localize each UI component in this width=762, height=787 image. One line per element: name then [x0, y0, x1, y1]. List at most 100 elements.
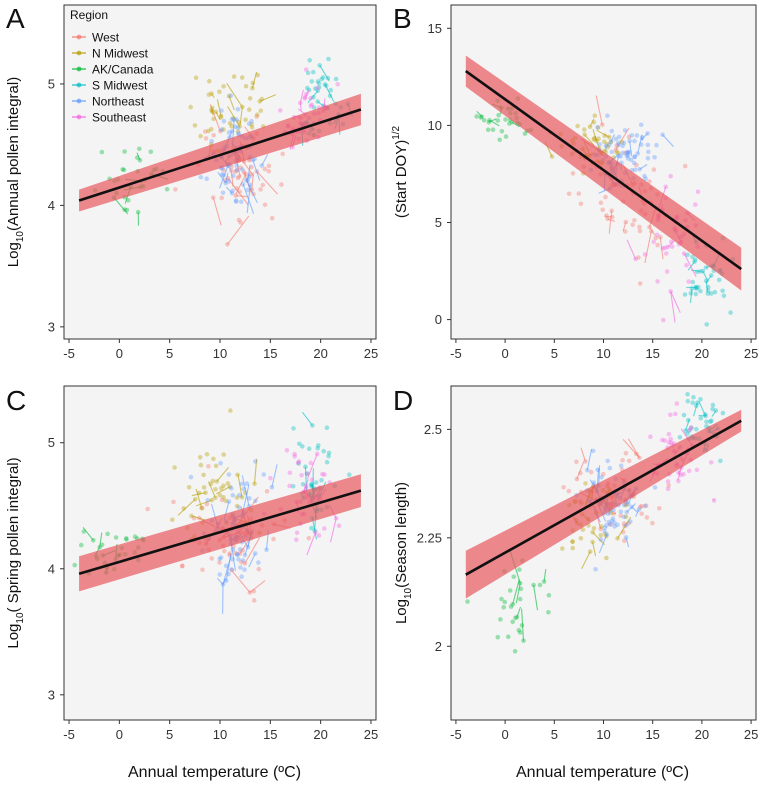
data-point [231, 74, 237, 79]
data-point [256, 560, 261, 565]
data-point [597, 142, 602, 147]
data-point [207, 78, 212, 84]
data-point [309, 102, 314, 107]
data-point [590, 448, 596, 454]
data-point [638, 122, 644, 128]
site-trend-segment [512, 579, 520, 605]
data-point [206, 92, 212, 97]
data-point [328, 87, 334, 93]
data-point [236, 130, 241, 136]
data-point [316, 533, 322, 538]
data-point [621, 502, 627, 508]
data-point [120, 167, 125, 172]
data-point [614, 149, 619, 155]
data-point [689, 425, 694, 431]
site-trend-segment [595, 95, 603, 125]
data-point [570, 545, 575, 551]
data-point [561, 485, 566, 490]
site-trend-segment [248, 553, 256, 568]
data-point [221, 452, 226, 457]
data-point [266, 169, 272, 174]
site-trend-segment [667, 240, 675, 248]
x-tick-label: 5 [551, 346, 558, 361]
data-point [333, 76, 339, 82]
legend-item: Southeast [72, 111, 147, 125]
data-point [287, 470, 293, 476]
data-point [704, 419, 709, 425]
site-trend-segment [626, 503, 636, 513]
data-point [226, 130, 232, 135]
data-point [228, 93, 234, 98]
data-point [705, 291, 711, 296]
site-trend-segment [584, 134, 595, 146]
data-point [268, 475, 273, 481]
data-point [220, 190, 226, 196]
data-point [200, 567, 205, 573]
data-point [311, 105, 317, 110]
legend-key-dot [76, 114, 82, 120]
data-point [292, 454, 298, 459]
data-point [227, 121, 233, 126]
data-point [600, 207, 605, 213]
data-point [570, 539, 575, 545]
site-trend-segment [303, 479, 309, 493]
data-point [213, 109, 219, 115]
data-point [665, 486, 671, 492]
x-tick-label: 20 [313, 727, 327, 742]
y-tick-label: 4 [48, 561, 55, 576]
data-point [698, 416, 704, 421]
data-point [336, 523, 342, 528]
data-point [294, 530, 300, 536]
legend-label: Southeast [92, 111, 147, 125]
data-point [279, 182, 284, 187]
site-trend-segment [253, 458, 258, 484]
data-point [217, 560, 222, 565]
data-point [632, 167, 638, 173]
site-trend-segment [212, 197, 222, 226]
data-point [316, 84, 322, 90]
data-point [295, 460, 301, 466]
legend-title: Region [70, 8, 108, 22]
panel-letter-d: D [393, 385, 414, 416]
data-point [676, 478, 681, 484]
site-trend-segment [237, 474, 243, 498]
x-tick-label: 10 [596, 727, 610, 742]
data-point [218, 460, 223, 466]
data-point [225, 481, 231, 486]
data-point [578, 201, 584, 207]
data-point [245, 187, 250, 193]
plot-background [64, 5, 376, 339]
site-trend-segment [608, 210, 613, 234]
legend: Region West N Midwest AK/Canada S Midwest Nor… [70, 8, 154, 125]
data-point [508, 604, 514, 609]
data-point [247, 96, 253, 101]
site-trend-segment [607, 218, 616, 222]
data-point [599, 524, 604, 529]
data-point [618, 463, 624, 469]
data-point [712, 289, 718, 295]
data-point [507, 121, 512, 126]
site-trend-segment [670, 291, 676, 323]
data-point [595, 125, 601, 130]
confidence-ribbon [465, 409, 742, 599]
site-trend-segment [516, 606, 522, 618]
data-point [623, 514, 629, 519]
site-trend-segment [244, 537, 261, 564]
site-trend-segment [239, 538, 251, 555]
data-point [570, 539, 575, 544]
data-point [123, 536, 129, 541]
site-trend-segment [702, 270, 709, 282]
data-point [320, 471, 325, 477]
x-tick-label: 10 [213, 346, 227, 361]
data-point [598, 200, 604, 206]
data-point [246, 121, 252, 126]
data-point [233, 124, 238, 129]
data-point [507, 588, 513, 593]
data-point [311, 69, 316, 75]
data-point [211, 456, 216, 462]
data-point [608, 522, 613, 527]
data-point [186, 485, 192, 490]
data-point [315, 79, 321, 84]
data-point [693, 291, 699, 297]
site-trend-segment [592, 531, 605, 546]
